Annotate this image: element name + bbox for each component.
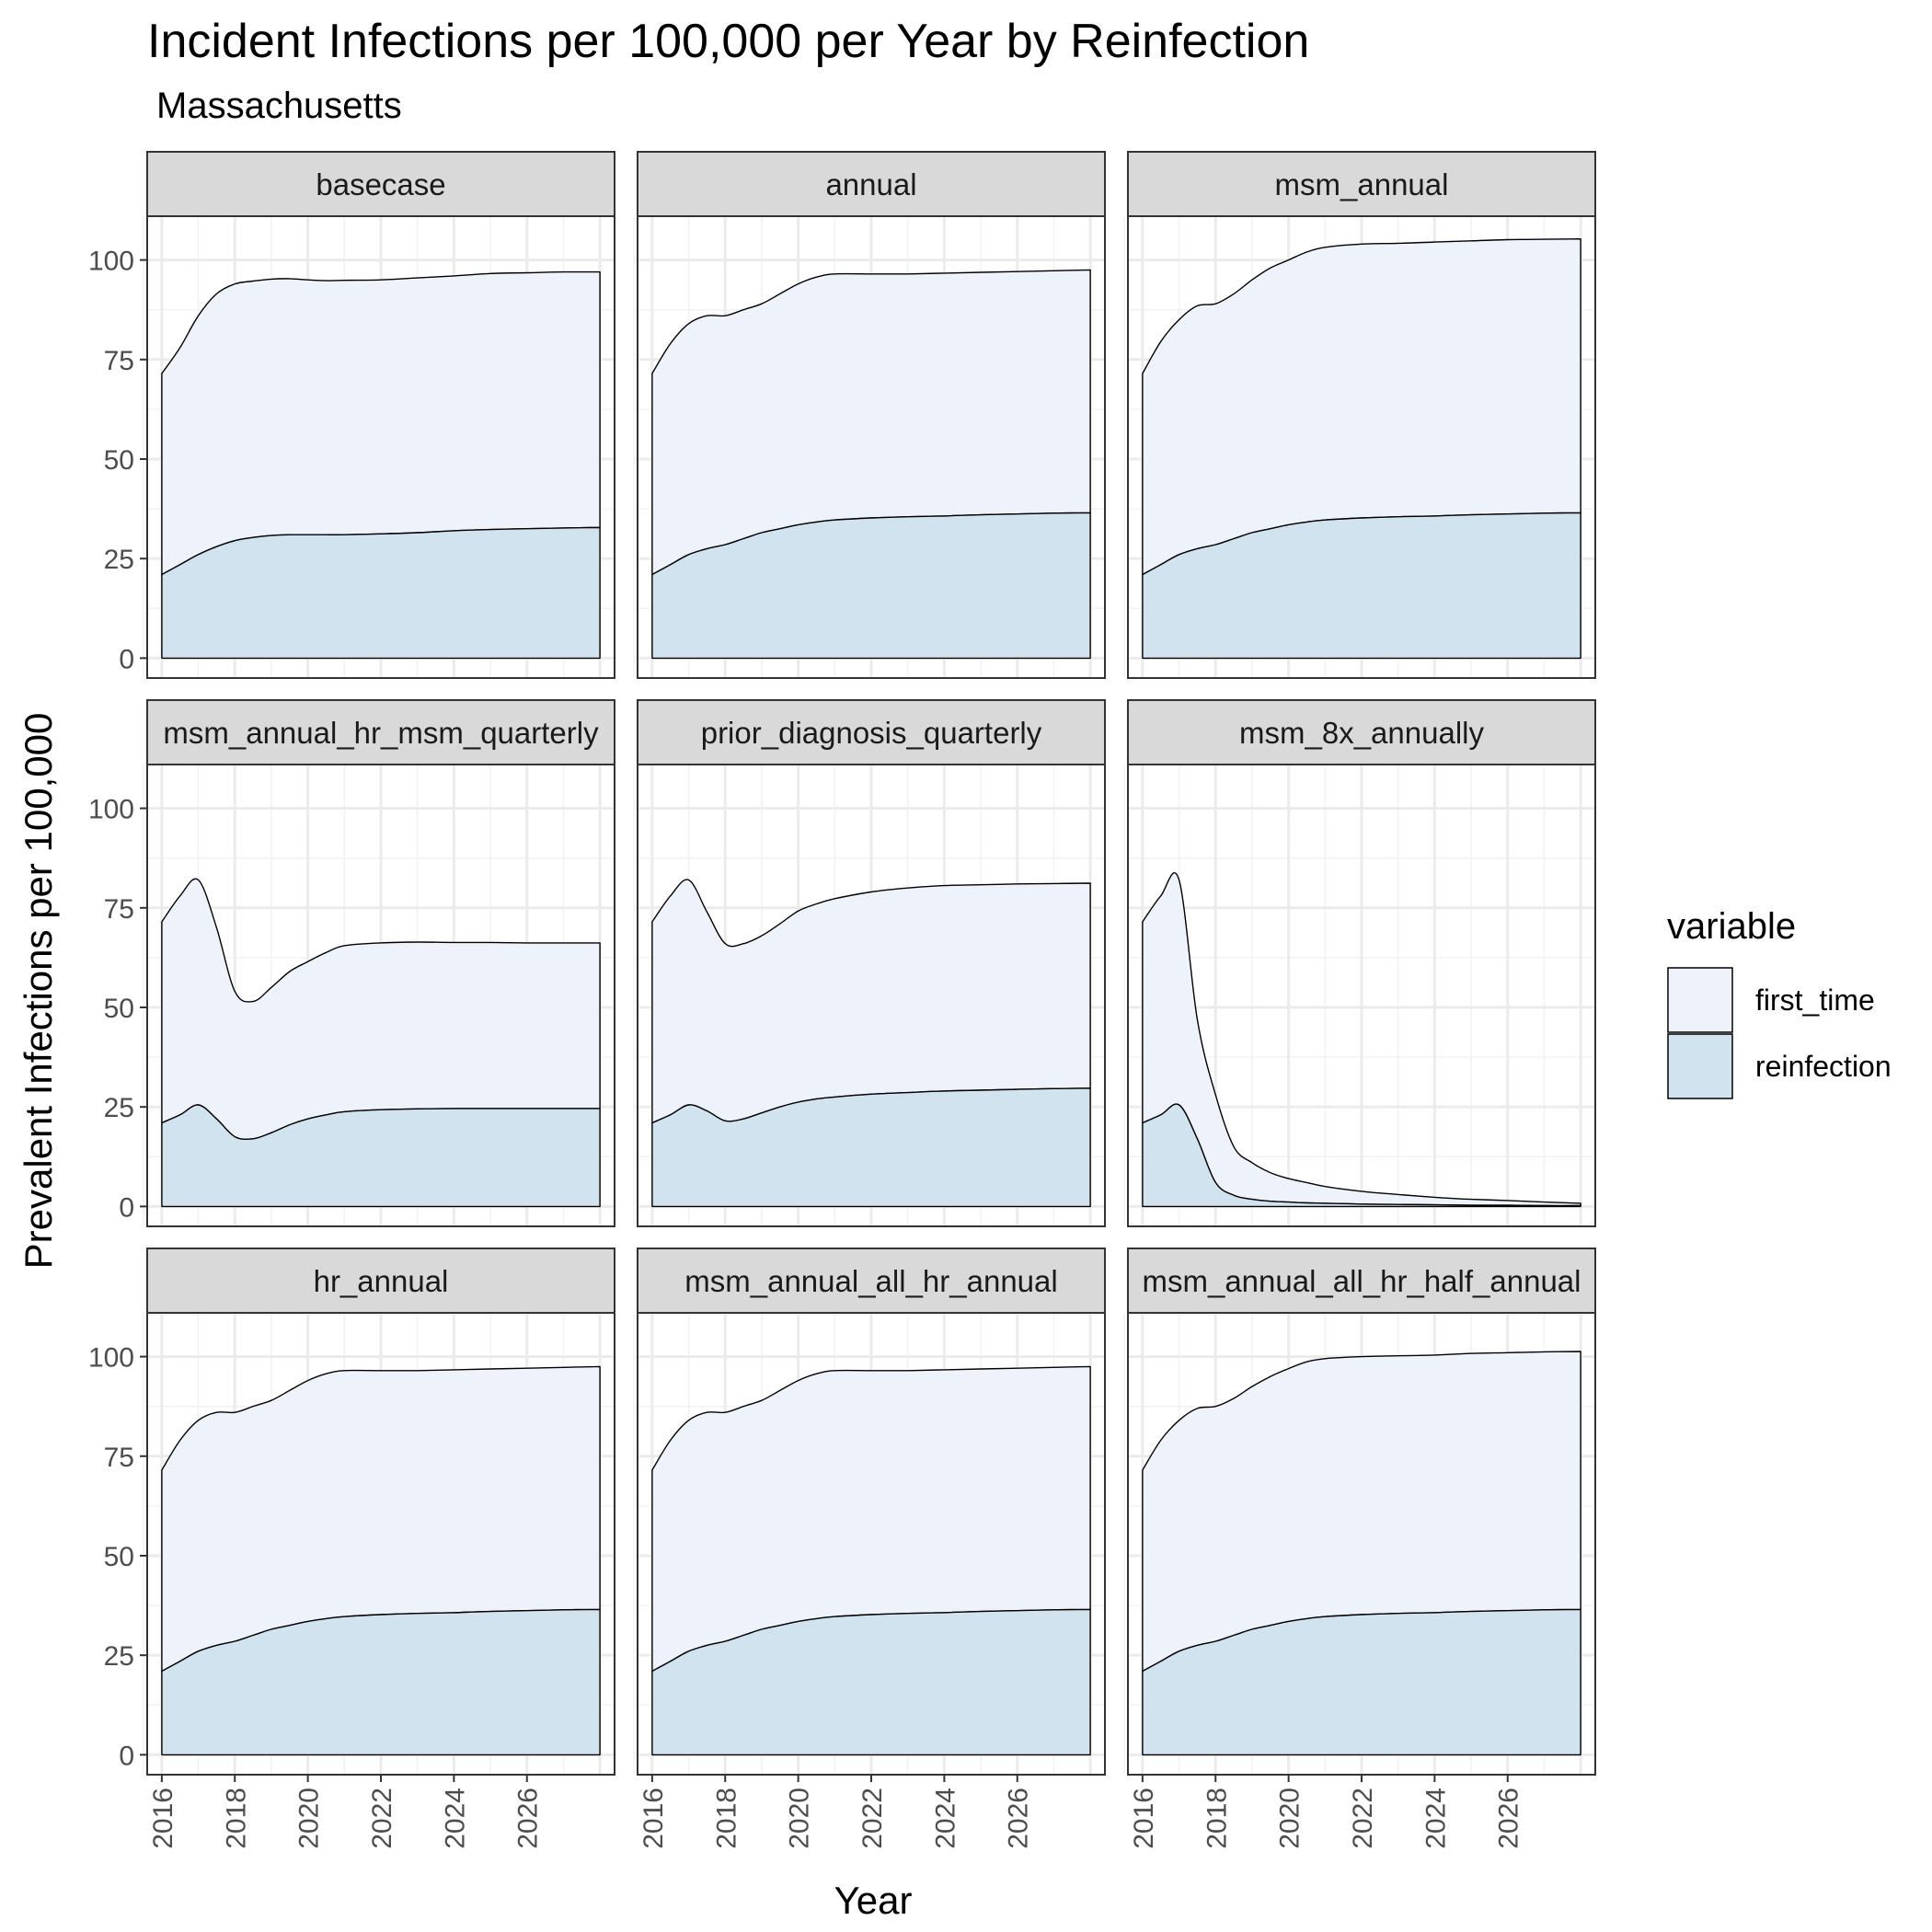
facet-msm-8x-annually: msm_8x_annually — [1123, 699, 1596, 1227]
x-tick-label: 2024 — [440, 1788, 470, 1849]
x-tick-label: 2020 — [785, 1788, 815, 1849]
chart-title: Incident Infections per 100,000 per Year… — [147, 15, 1309, 68]
chart-subtitle: Massachusetts — [156, 86, 402, 126]
area-reinfection — [1142, 1103, 1581, 1208]
strip-background — [146, 1248, 615, 1314]
x-tick-label: 2018 — [711, 1788, 742, 1849]
y-axis-title: Prevalent Infections per 100,000 — [17, 713, 60, 1270]
area-reinfection — [161, 1104, 601, 1208]
facet-msm-annual-hr-msm-quarterly: msm_annual_hr_msm_quarterly 0 25 50 75 100 — [88, 699, 615, 1227]
x-tick-label: 2018 — [1202, 1788, 1232, 1849]
x-tick-label: 2016 — [1129, 1788, 1159, 1849]
y-tick-label: 75 — [104, 1443, 134, 1473]
strip-label-msm-8x-annually: msm_8x_annually — [1239, 716, 1484, 750]
legend-key-reinfection — [1667, 1033, 1733, 1099]
facet-panels: basecase 0 25 50 75 100 annual msm_annual msm_an… — [88, 151, 1596, 1849]
x-tick-label: 2024 — [930, 1788, 960, 1849]
x-tick-label: 2024 — [1420, 1788, 1451, 1849]
y-tick-label: 50 — [104, 1542, 134, 1572]
strip-background — [1127, 1248, 1596, 1314]
x-tick-label: 2020 — [294, 1788, 325, 1849]
area-reinfection — [651, 1608, 1091, 1756]
strip-background — [637, 151, 1106, 217]
x-tick-label: 2026 — [1494, 1788, 1524, 1849]
area-reinfection — [161, 526, 601, 660]
legend-key-first-time — [1667, 967, 1733, 1033]
x-tick-label: 2022 — [857, 1788, 888, 1849]
x-tick-label: 2026 — [513, 1788, 544, 1849]
strip-label-msm-annual-hr-msm-quarterly: msm_annual_hr_msm_quarterly — [163, 716, 599, 750]
strip-background — [146, 151, 615, 217]
x-tick-label: 2022 — [1348, 1788, 1378, 1849]
facet-basecase: basecase 0 25 50 75 100 — [88, 151, 615, 679]
strip-label-basecase: basecase — [316, 167, 445, 201]
strip-background — [637, 1248, 1106, 1314]
y-tick-label: 75 — [104, 894, 134, 925]
legend-title: variable — [1667, 906, 1796, 947]
strip-label-hr-annual: hr_annual — [314, 1264, 449, 1298]
strip-label-msm-annual-all-hr-half-annual: msm_annual_all_hr_half_annual — [1142, 1264, 1581, 1298]
area-reinfection — [1142, 512, 1581, 660]
legend: variable first_time reinfection — [1667, 906, 1892, 1099]
y-tick-label: 100 — [88, 795, 134, 825]
x-axis-title: Year — [834, 1879, 913, 1922]
y-tick-label: 25 — [104, 1093, 134, 1123]
x-tick-label: 2018 — [221, 1788, 251, 1849]
x-tick-label: 2026 — [1004, 1788, 1034, 1849]
x-tick-label: 2022 — [367, 1788, 397, 1849]
strip-label-msm-annual: msm_annual — [1275, 167, 1449, 201]
area-reinfection — [161, 1608, 601, 1756]
strip-label-msm-annual-all-hr-annual: msm_annual_all_hr_annual — [684, 1264, 1057, 1298]
strip-background — [1127, 699, 1596, 765]
y-tick-label: 75 — [104, 346, 134, 376]
x-tick-label: 2016 — [148, 1788, 178, 1849]
y-tick-label: 0 — [119, 1741, 134, 1771]
legend-label-first-time: first_time — [1755, 983, 1875, 1017]
area-reinfection — [651, 512, 1091, 660]
y-tick-label: 50 — [104, 994, 134, 1024]
area-reinfection — [1142, 1608, 1581, 1756]
y-tick-label: 100 — [88, 247, 134, 277]
facet-hr-annual: hr_annual 0 25 50 75 100 2016 2018 2020 2022 2024 2… — [88, 1248, 615, 1849]
legend-label-reinfection: reinfection — [1755, 1050, 1892, 1083]
strip-background — [1127, 151, 1596, 217]
y-tick-label: 0 — [119, 1192, 134, 1223]
facet-msm-annual-all-hr-half-annual: msm_annual_all_hr_half_annual 2016 2018 202… — [1123, 1248, 1596, 1849]
facet-annual: annual — [633, 151, 1106, 679]
y-tick-label: 25 — [104, 545, 134, 575]
x-tick-label: 2020 — [1275, 1788, 1305, 1849]
area-reinfection — [651, 1087, 1091, 1208]
strip-background — [637, 699, 1106, 765]
y-tick-label: 0 — [119, 644, 134, 674]
x-tick-label: 2016 — [638, 1788, 669, 1849]
strip-label-annual: annual — [825, 167, 916, 201]
strip-label-prior-diagnosis-quarterly: prior_diagnosis_quarterly — [701, 716, 1042, 750]
y-tick-label: 50 — [104, 445, 134, 476]
y-tick-label: 100 — [88, 1343, 134, 1374]
y-tick-label: 25 — [104, 1641, 134, 1672]
strip-background — [146, 699, 615, 765]
facet-msm-annual: msm_annual — [1123, 151, 1596, 679]
facet-msm-annual-all-hr-annual: msm_annual_all_hr_annual 2016 2018 2020 2022… — [633, 1248, 1106, 1849]
facet-prior-diagnosis-quarterly: prior_diagnosis_quarterly — [633, 699, 1106, 1227]
